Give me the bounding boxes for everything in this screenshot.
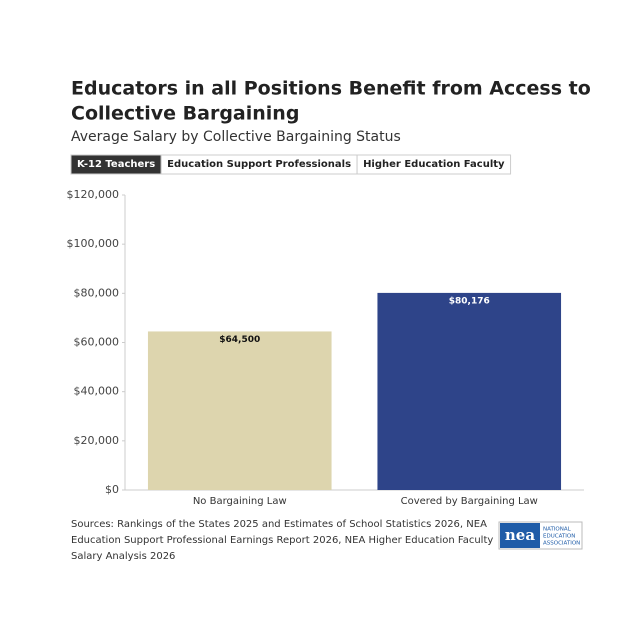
tab[interactable] [356,154,512,175]
logo-mark: nea [505,526,535,544]
value-label: $80,176 [449,296,490,306]
source: Sources: Rankings of the States 2025 and… [71,519,487,530]
logo-name: ASSOCIATION [543,541,580,547]
subtitle: Average Salary by Collective Bargaining … [71,129,401,145]
logo-name: EDUCATION [543,534,575,540]
y-tick-label: $100,000 [67,237,120,250]
y-tick-label: $20,000 [74,434,120,447]
logo-block [500,523,540,548]
y-tick-label: $60,000 [74,336,120,349]
source: Education Support Professional Earnings … [71,535,493,546]
bar [377,292,562,490]
tab-label[interactable]: Higher Education Faculty [363,159,505,170]
title: Educators in all Positions Benefit from … [71,78,591,100]
y-tick-label: $120,000 [67,188,120,201]
value-label: $64,500 [219,335,260,345]
title: Collective Bargaining [71,103,299,125]
x-tick-label: No Bargaining Law [193,496,287,507]
tab-label[interactable]: K-12 Teachers [77,159,155,170]
logo-name: NATIONAL [543,527,572,533]
x-tick-label: Covered by Bargaining Law [401,496,538,507]
source: Salary Analysis 2026 [71,551,175,562]
bar [147,331,332,490]
y-tick-label: $80,000 [74,286,120,299]
y-tick-label: $40,000 [74,385,120,398]
tab-label[interactable]: Education Support Professionals [167,159,351,170]
y-tick-label: $0 [105,483,119,496]
